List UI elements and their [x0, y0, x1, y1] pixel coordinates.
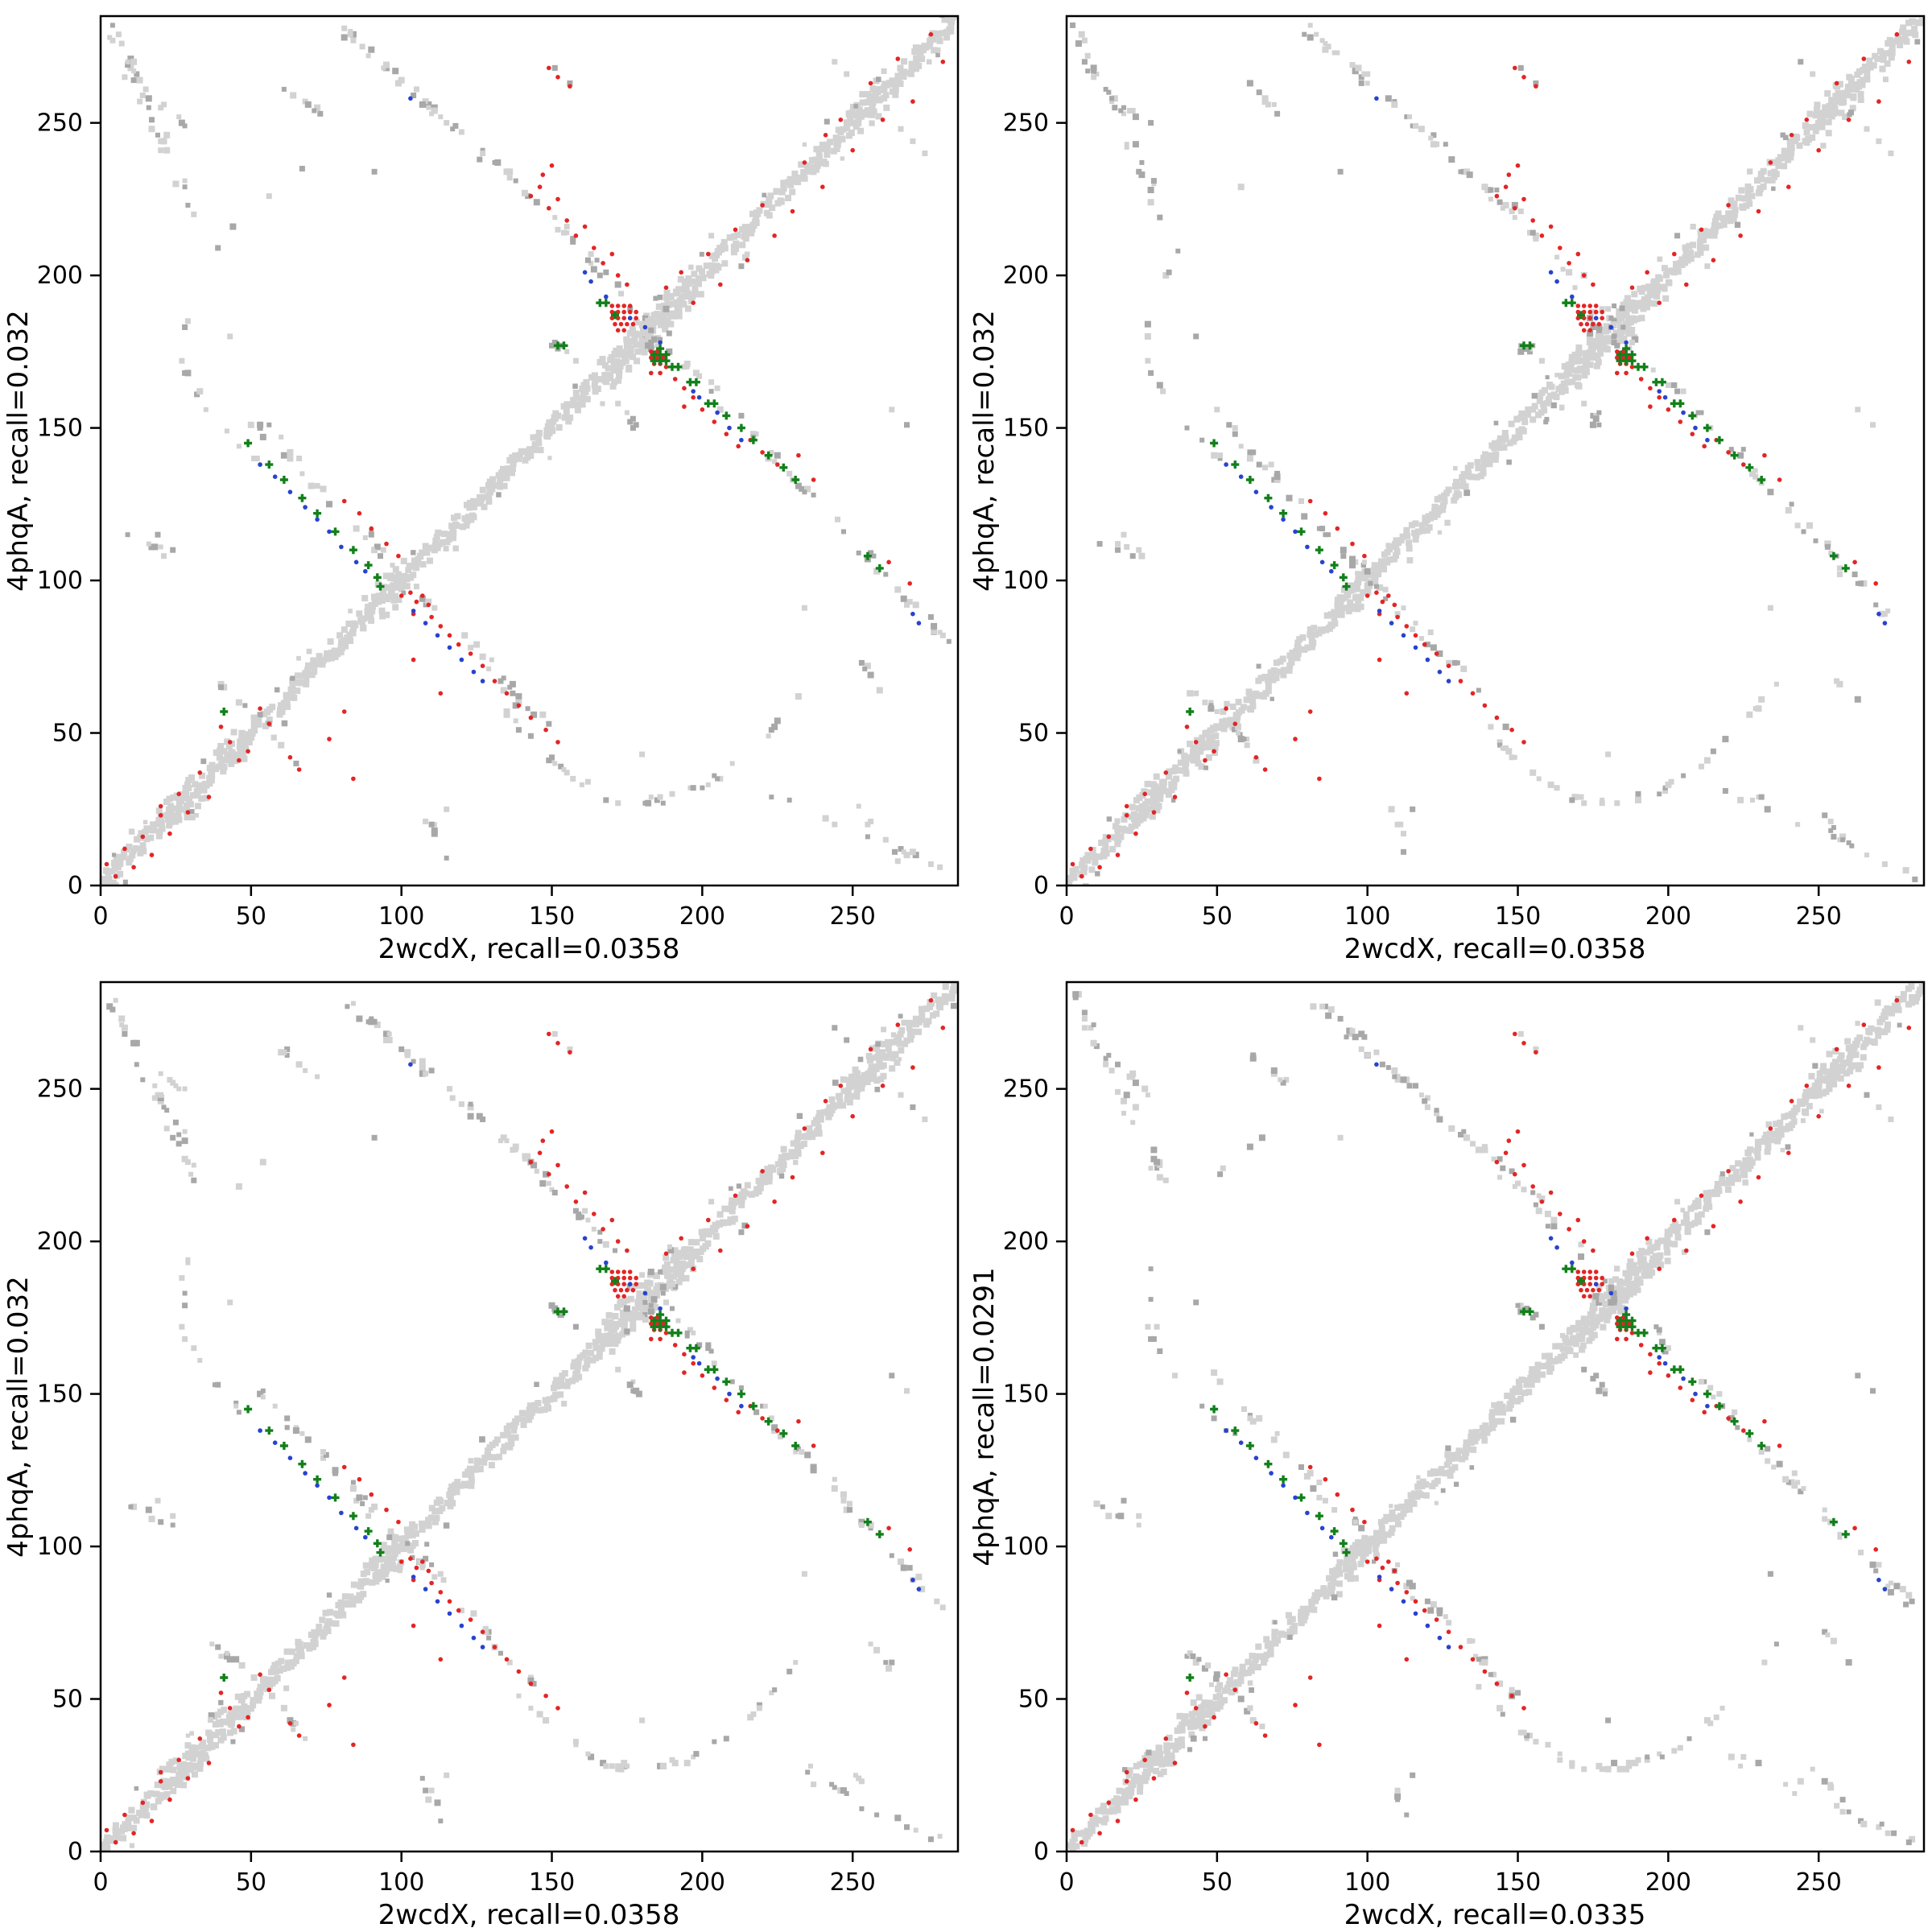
- chart-top-right: 0 50 100 150 200 250 0 50 100 150 200 250 2wcdX, re…: [968, 14, 1926, 965]
- diagonal-band: [1067, 982, 1924, 1852]
- x-axis-label: 2wcdX, recall=0.0358: [378, 1899, 680, 1931]
- plot-content: [101, 982, 958, 1852]
- y-tick-label: 50: [52, 720, 83, 748]
- green-points: [220, 1265, 884, 1682]
- y-tick-label: 200: [1003, 262, 1049, 290]
- axes: 0 50 100 150 200 250 0 50 100 150 200 250: [1003, 980, 1926, 1897]
- x-axis-label: 2wcdX, recall=0.0335: [1344, 1899, 1646, 1931]
- panel-top-left: 0 50 100 150 200 250 0 50 100 150 200 250 2wcdX, re…: [0, 0, 966, 966]
- y-tick-label: 200: [1003, 1228, 1049, 1256]
- y-tick-label: 50: [52, 1686, 83, 1714]
- plot-frame: [99, 980, 960, 1853]
- y-tick-label: 0: [68, 872, 83, 900]
- x-tick-label: 250: [830, 1868, 876, 1897]
- x-tick-label: 0: [93, 902, 108, 931]
- y-tick-label: 0: [1034, 872, 1049, 900]
- y-tick-label: 50: [1018, 1686, 1049, 1714]
- axes: 0 50 100 150 200 250 0 50 100 150 200 250: [37, 980, 960, 1897]
- gray-points: [1070, 22, 1921, 886]
- panel-top-right: 0 50 100 150 200 250 0 50 100 150 200 250 2wcdX, re…: [966, 0, 1932, 966]
- x-tick-label: 0: [93, 1868, 108, 1897]
- y-tick-label: 100: [1003, 567, 1049, 595]
- chart-top-left: 0 50 100 150 200 250 0 50 100 150 200 250 2wcdX, re…: [2, 14, 960, 965]
- plot-frame: [1065, 14, 1926, 887]
- chart-bottom-right: 0 50 100 150 200 250 0 50 100 150 200 250 2wcdX, re…: [968, 980, 1926, 1931]
- plot-frame: [1065, 980, 1926, 1853]
- gray-points: [107, 16, 952, 886]
- y-tick-label: 150: [1003, 415, 1049, 443]
- y-tick-label: 200: [37, 1228, 83, 1256]
- x-tick-label: 250: [830, 902, 876, 931]
- y-tick-label: 50: [1018, 720, 1049, 748]
- x-tick-label: 200: [679, 1868, 725, 1897]
- x-tick-label: 50: [236, 1868, 266, 1897]
- y-tick-label: 250: [37, 109, 83, 138]
- x-tick-label: 150: [529, 1868, 575, 1897]
- x-tick-label: 250: [1796, 902, 1842, 931]
- blue-points: [258, 1062, 922, 1649]
- gray-points: [1072, 991, 1916, 1852]
- axes: 0 50 100 150 200 250 0 50 100 150 200 250: [37, 14, 960, 931]
- x-tick-label: 0: [1059, 902, 1074, 931]
- chart-bottom-left: 0 50 100 150 200 250 0 50 100 150 200 250 2wcdX, re…: [2, 980, 960, 1931]
- diagonal-band: [101, 16, 958, 886]
- gray-points: [106, 997, 957, 1848]
- blue-points: [1224, 96, 1888, 683]
- x-axis-label: 2wcdX, recall=0.0358: [378, 933, 680, 965]
- y-tick-label: 100: [37, 1533, 83, 1561]
- y-axis-label: 4phqA, recall=0.032: [2, 310, 35, 592]
- y-tick-label: 250: [1003, 1075, 1049, 1104]
- green-points: [1186, 1265, 1850, 1682]
- x-tick-label: 50: [1202, 1868, 1232, 1897]
- x-tick-label: 150: [1495, 902, 1541, 931]
- x-tick-label: 200: [679, 902, 725, 931]
- axes: 0 50 100 150 200 250 0 50 100 150 200 250: [1003, 14, 1926, 931]
- y-tick-label: 0: [1034, 1838, 1049, 1866]
- y-axis-label: 4phqA, recall=0.032: [968, 310, 1001, 592]
- y-tick-label: 250: [37, 1075, 83, 1104]
- plot-content: [1067, 982, 1924, 1852]
- blue-points: [1224, 1062, 1888, 1649]
- diagonal-band: [101, 982, 958, 1852]
- y-tick-label: 200: [37, 262, 83, 290]
- x-tick-label: 200: [1645, 902, 1691, 931]
- plot-content: [101, 16, 958, 886]
- y-tick-label: 100: [1003, 1533, 1049, 1561]
- x-tick-label: 100: [378, 1868, 424, 1897]
- x-tick-label: 100: [1344, 1868, 1390, 1897]
- y-axis-label: 4phqA, recall=0.032: [2, 1276, 35, 1558]
- x-tick-label: 50: [1202, 902, 1232, 931]
- y-tick-label: 0: [68, 1838, 83, 1866]
- x-tick-label: 150: [529, 902, 575, 931]
- green-points: [220, 299, 884, 716]
- y-tick-label: 150: [37, 415, 83, 443]
- blue-points: [258, 96, 922, 683]
- y-tick-label: 150: [37, 1381, 83, 1409]
- panel-bottom-left: 0 50 100 150 200 250 0 50 100 150 200 250 2wcdX, re…: [0, 966, 966, 1932]
- x-tick-label: 150: [1495, 1868, 1541, 1897]
- x-tick-label: 0: [1059, 1868, 1074, 1897]
- plot-frame: [99, 14, 960, 887]
- x-tick-label: 250: [1796, 1868, 1842, 1897]
- x-tick-label: 100: [378, 902, 424, 931]
- plot-content: [1067, 18, 1924, 886]
- x-tick-label: 100: [1344, 902, 1390, 931]
- y-axis-label: 4phqA, recall=0.0291: [968, 1267, 1001, 1566]
- y-tick-label: 150: [1003, 1381, 1049, 1409]
- y-tick-label: 250: [1003, 109, 1049, 138]
- y-tick-label: 100: [37, 567, 83, 595]
- panel-bottom-right: 0 50 100 150 200 250 0 50 100 150 200 250 2wcdX, re…: [966, 966, 1932, 1932]
- x-axis-label: 2wcdX, recall=0.0358: [1344, 933, 1646, 965]
- x-tick-label: 200: [1645, 1868, 1691, 1897]
- green-points: [1186, 299, 1850, 716]
- diagonal-band: [1067, 18, 1924, 886]
- x-tick-label: 50: [236, 902, 266, 931]
